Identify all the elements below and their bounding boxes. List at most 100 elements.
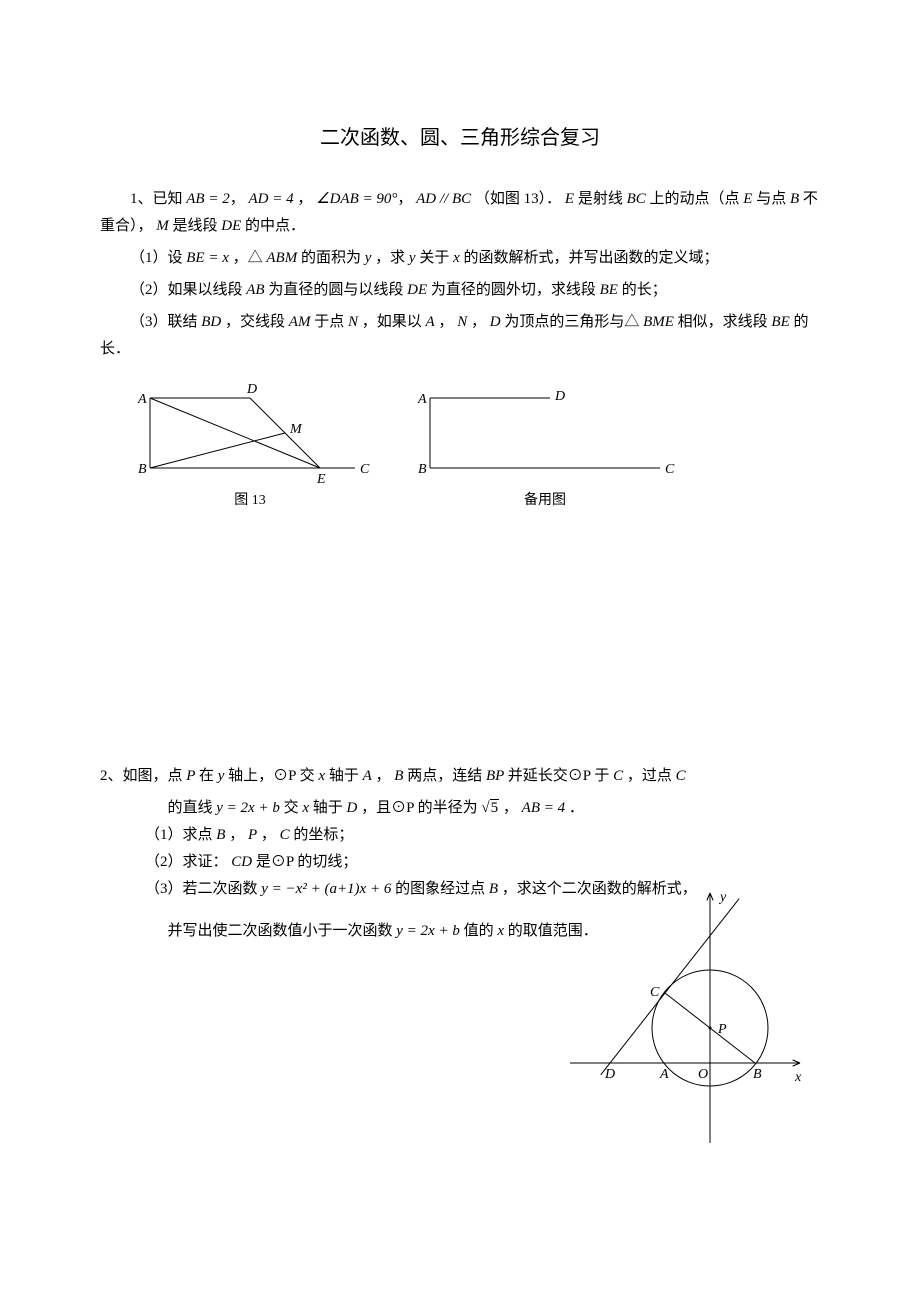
eq-ab: AB = 4 (522, 800, 569, 816)
var-p2: P (248, 827, 257, 843)
text: （如图 13）． (475, 191, 561, 207)
var-m: M (156, 218, 172, 234)
var-y: y (365, 250, 375, 266)
var-bc: BC (627, 191, 650, 207)
text: 的中点． (245, 218, 305, 234)
p2-intro-line2: 的直线 y = 2x + b 交 x 轴于 D ，且⊙P 的半径为 5 ， AB… (100, 795, 820, 822)
text: 是射线 (578, 191, 627, 207)
text: 轴于 (329, 768, 363, 784)
var-b2: B (790, 191, 803, 207)
var-x2: x (302, 800, 312, 816)
var-abm: ABM (266, 250, 301, 266)
text: （3）若二次函数 (145, 881, 261, 897)
var-bd: BD (201, 314, 221, 330)
text: 上的动点（点 (650, 191, 744, 207)
eq-be: BE = x (186, 250, 229, 266)
p2-q1: （1）求点 B ， P ， C 的坐标； (100, 822, 820, 849)
var-b3: B (489, 881, 502, 897)
page-title: 二次函数、圆、三角形综合复习 (100, 120, 820, 156)
sqrt5: 5 (481, 795, 499, 822)
var-e: E (565, 191, 578, 207)
svg-text:y: y (718, 890, 727, 905)
var-a: A (426, 314, 435, 330)
figure-2-svg: OABDCPxy (540, 883, 820, 1163)
diagram-row: ABDECM 图 13 ABDC 备用图 (130, 383, 820, 513)
text: 相似，求线段 (678, 314, 772, 330)
svg-text:A: A (417, 392, 427, 407)
var-c2: C (676, 768, 686, 784)
eq-ad: AD = 4 (248, 191, 293, 207)
figure-13-label: 图 13 (234, 488, 266, 513)
figure-backup-label: 备用图 (524, 488, 566, 513)
var-am: AM (289, 314, 314, 330)
svg-text:B: B (753, 1067, 762, 1082)
var-x: x (453, 250, 463, 266)
var-c3: C (280, 827, 294, 843)
var-y: y (218, 768, 228, 784)
var-d: D (490, 314, 505, 330)
text: 的函数解析式，并写出函数的定义域； (464, 250, 719, 266)
text: 两点，连结 (407, 768, 486, 784)
spacer (100, 553, 820, 753)
text: 的图象经过点 (395, 881, 489, 897)
text: ，且⊙P 的半径为 (361, 800, 478, 816)
text: 于点 (314, 314, 348, 330)
text: 轴上，⊙P 交 (228, 768, 318, 784)
text: ， (471, 314, 486, 330)
text: 2、如图，点 (100, 768, 186, 784)
text: ， (294, 191, 313, 207)
figure-2-wrap: 并写出使二次函数值小于一次函数 y = 2x + b 值的 x 的取值范围． O… (100, 903, 820, 1223)
var-be2: BE (600, 282, 622, 298)
svg-text:C: C (360, 462, 370, 477)
var-n: N (348, 314, 362, 330)
text: ， (230, 191, 245, 207)
text: 轴于 (313, 800, 347, 816)
svg-text:C: C (665, 462, 675, 477)
figure-backup-svg: ABDC (410, 383, 680, 483)
svg-text:B: B (418, 462, 427, 477)
p2-q2: （2）求证： CD 是⊙P 的切线； (100, 849, 820, 876)
svg-text:A: A (137, 392, 147, 407)
eq-line: y = 2x + b (216, 800, 280, 816)
text: ，如果以 (362, 314, 426, 330)
text: ， (438, 314, 453, 330)
svg-text:E: E (316, 472, 326, 483)
eq-ab: AB = 2 (186, 191, 229, 207)
text: （3）联结 (130, 314, 201, 330)
var-n2: N (457, 314, 467, 330)
text: ，△ (233, 250, 263, 266)
svg-text:x: x (794, 1070, 802, 1085)
text: 关于 (419, 250, 453, 266)
var-b2: B (216, 827, 225, 843)
var-p: P (186, 768, 199, 784)
var-de: DE (221, 218, 245, 234)
text: 为顶点的三角形与△ (504, 314, 639, 330)
text: 交 (284, 800, 303, 816)
text: ． (569, 800, 584, 816)
text: ， (397, 191, 412, 207)
text: 1、已知 (130, 191, 186, 207)
text: ，交线段 (225, 314, 289, 330)
text: 的长； (622, 282, 667, 298)
svg-text:M: M (289, 422, 303, 437)
var-bp: BP (486, 768, 508, 784)
var-be3: BE (771, 314, 793, 330)
text: 是⊙P 的切线； (256, 854, 358, 870)
figure-backup: ABDC 备用图 (410, 383, 680, 513)
svg-text:D: D (604, 1067, 615, 1082)
text: ， (376, 768, 391, 784)
var-cd: CD (231, 854, 256, 870)
eq-angle: ∠DAB = 90° (316, 191, 397, 207)
text: ， (261, 827, 276, 843)
var-x: x (318, 768, 328, 784)
var-y2: y (409, 250, 419, 266)
var-ab2: AB (246, 282, 268, 298)
text: ， (229, 827, 244, 843)
var-x3: x (497, 923, 507, 939)
var-de2: DE (407, 282, 431, 298)
svg-text:B: B (138, 462, 147, 477)
text: 并写出使二次函数值小于一次函数 (168, 923, 397, 939)
text: 的直线 (168, 800, 217, 816)
text: ，过点 (627, 768, 676, 784)
text: （2）如果以线段 (130, 282, 246, 298)
